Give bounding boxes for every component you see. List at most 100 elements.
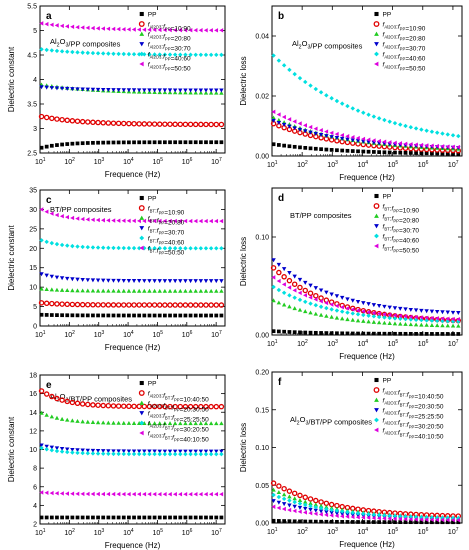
data-point [106, 51, 111, 56]
data-point [54, 23, 59, 28]
data-point [281, 282, 286, 287]
data-point [398, 313, 403, 319]
data-point [80, 277, 85, 282]
data-point [318, 499, 324, 505]
data-point [198, 313, 203, 318]
legend-entry: fBT:fPP=50:50 [383, 244, 420, 255]
data-point [219, 515, 224, 520]
data-point [345, 137, 350, 142]
data-point [445, 332, 450, 336]
data-point [131, 288, 137, 293]
data-point [408, 314, 413, 319]
data-point [313, 286, 319, 291]
data-point [429, 517, 434, 522]
data-point [208, 451, 214, 457]
data-point [387, 140, 392, 145]
data-point [318, 90, 324, 95]
data-point [39, 286, 44, 291]
data-point [424, 309, 429, 314]
data-point [168, 140, 172, 145]
data-point [334, 98, 340, 104]
data-point [106, 278, 111, 283]
data-point [271, 284, 276, 290]
series-5 [39, 207, 224, 224]
data-point [324, 510, 329, 515]
legend-entry: fAl2O3:fPP=30:70 [383, 42, 426, 53]
data-point [136, 88, 142, 93]
data-point [377, 150, 382, 154]
data-point [183, 451, 188, 457]
data-point [345, 297, 350, 302]
data-point [183, 88, 188, 93]
data-point [451, 332, 455, 336]
data-point [101, 51, 106, 56]
series-1 [38, 388, 225, 410]
x-tick-label: 106 [182, 330, 193, 339]
legend-entry: fAl2O3:fBT:fPP=25:25:50 [383, 408, 444, 421]
legend-entry: PP [148, 381, 157, 388]
data-point [366, 309, 371, 315]
data-point [219, 246, 224, 251]
data-point [297, 498, 303, 502]
y-axis-label: Dielectric constant [7, 225, 16, 291]
data-point [276, 519, 281, 523]
data-point [270, 480, 277, 486]
x-tick-label: 104 [123, 157, 134, 166]
data-point [355, 139, 361, 144]
data-point [398, 331, 403, 336]
data-point [193, 288, 198, 293]
data-point [147, 449, 152, 454]
data-point [121, 403, 127, 409]
data-point [219, 90, 224, 95]
data-point [126, 27, 131, 32]
data-point [43, 300, 50, 307]
data-point [106, 449, 111, 454]
data-point [75, 50, 80, 55]
data-point [121, 27, 126, 32]
data-point [208, 403, 214, 410]
data-point [188, 515, 193, 520]
data-point [203, 491, 208, 497]
data-point [54, 287, 60, 292]
data-point [44, 144, 49, 149]
data-point [39, 47, 44, 52]
data-point [208, 88, 214, 93]
data-point [146, 302, 153, 308]
data-point [59, 116, 65, 123]
data-point [147, 421, 152, 426]
data-point [162, 288, 168, 293]
data-point [307, 496, 314, 502]
data-point [137, 313, 142, 318]
data-point [147, 491, 152, 497]
data-point [142, 27, 147, 32]
data-point [271, 492, 276, 498]
data-point [450, 133, 456, 138]
data-point [54, 275, 60, 280]
data-point [414, 151, 418, 155]
data-point [193, 421, 198, 426]
panel-e: 101 102 103 104 105 106 107 2 4 6 8 10 12 14 16 18 Frequ… [7, 373, 226, 550]
data-point [106, 313, 111, 318]
data-point [208, 449, 214, 454]
data-point [198, 302, 204, 308]
data-point [303, 330, 308, 335]
y-axis-label: Dielectric loss [239, 56, 248, 105]
data-point [167, 421, 173, 426]
data-point [49, 414, 55, 419]
data-point [75, 418, 80, 423]
data-point [356, 520, 360, 524]
data-point [445, 520, 450, 525]
data-point [329, 307, 334, 312]
data-point [136, 403, 142, 410]
data-point [276, 494, 282, 500]
legend-entry: fBT:fPP=50:50 [148, 246, 185, 257]
data-point [287, 271, 292, 276]
x-axis-label: Frequence (Hz) [105, 541, 161, 550]
data-point [313, 293, 319, 299]
data-point [75, 515, 80, 520]
data-point [126, 403, 132, 410]
series-4 [39, 445, 224, 457]
data-point [440, 323, 445, 328]
data-point [163, 515, 167, 520]
data-point [382, 320, 387, 325]
